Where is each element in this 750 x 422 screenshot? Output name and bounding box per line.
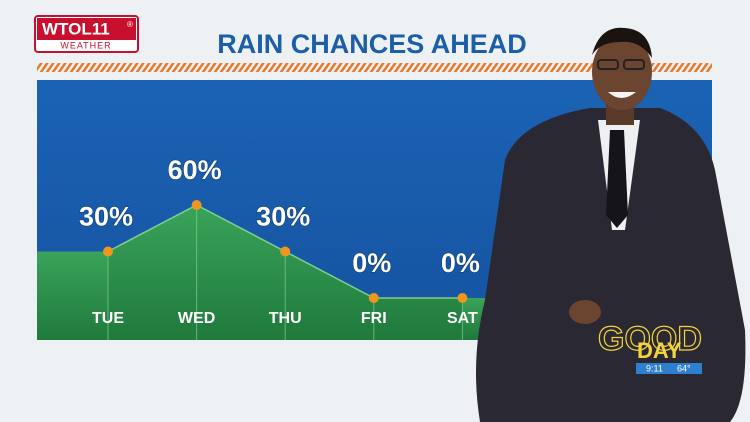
marker xyxy=(103,246,113,257)
show-line2: DAY xyxy=(637,338,682,363)
logo-band xyxy=(37,18,136,40)
value-label: 30% xyxy=(79,202,133,232)
accent-stripe xyxy=(37,63,712,72)
value-label: 0% xyxy=(352,248,391,278)
marker xyxy=(280,246,291,257)
marker xyxy=(191,200,202,210)
value-label: 0% xyxy=(441,248,480,278)
x-tick-label: WED xyxy=(178,310,215,327)
info-bar xyxy=(636,363,702,374)
marker xyxy=(457,293,468,303)
marker xyxy=(368,293,379,303)
x-tick-label: TUE xyxy=(92,310,124,327)
clock: 9:11 xyxy=(646,363,663,373)
area-left-extension xyxy=(37,251,108,340)
value-label: 60% xyxy=(168,155,222,185)
temperature: 64° xyxy=(677,363,691,373)
presenter xyxy=(476,27,746,422)
plot: 30% TUE 60% WED 30% THU 0% FRI 0% SAT xyxy=(37,154,712,340)
show-line1: GOOD xyxy=(598,320,702,358)
station-tagline: WEATHER xyxy=(60,40,111,50)
x-tick-label: FRI xyxy=(361,310,387,327)
value-label: 30% xyxy=(256,202,310,232)
station-mark: ® xyxy=(127,20,133,29)
x-tick-label: SAT xyxy=(447,310,478,327)
chart-title: RAIN CHANCES AHEAD xyxy=(217,29,527,59)
station-name: WTOL11 xyxy=(42,19,110,38)
x-tick-label: THU xyxy=(269,310,302,327)
